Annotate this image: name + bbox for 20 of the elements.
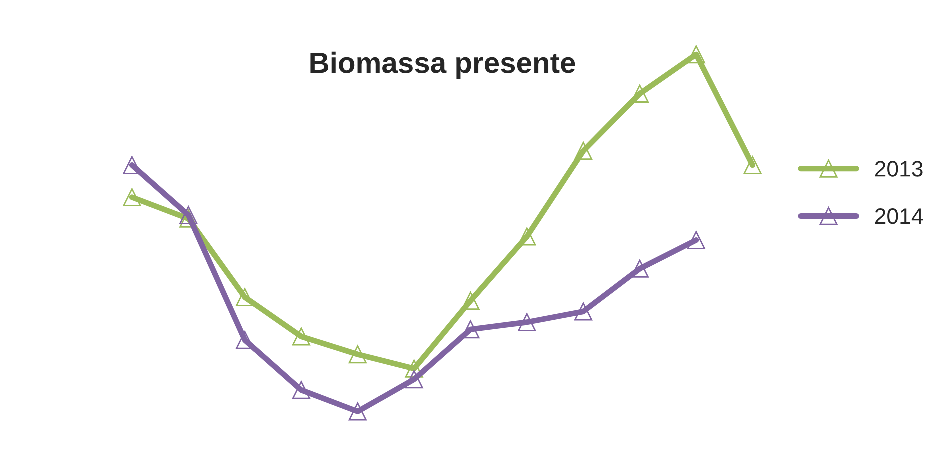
point	[405, 370, 424, 389]
point	[292, 328, 310, 346]
point	[574, 142, 593, 160]
legend-label: 2014	[875, 208, 924, 224]
point	[123, 188, 142, 206]
point	[292, 381, 310, 400]
chart-title: Biomassa presente	[310, 52, 576, 80]
point	[180, 206, 198, 224]
point	[518, 313, 536, 332]
point	[574, 302, 593, 321]
point	[630, 260, 649, 278]
point	[348, 402, 367, 421]
point	[518, 228, 536, 246]
point	[348, 346, 367, 364]
point	[236, 288, 254, 306]
point	[462, 292, 480, 310]
point	[744, 156, 762, 174]
legend-label: 2013	[875, 161, 923, 177]
point	[687, 231, 706, 250]
point	[687, 46, 706, 64]
